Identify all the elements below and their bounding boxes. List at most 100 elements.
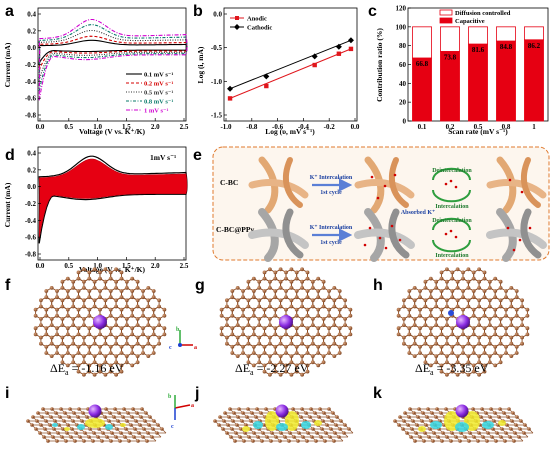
carbon-atom (92, 341, 97, 346)
carbon-atom (525, 313, 530, 318)
carbon-atom (251, 307, 256, 312)
carbon-atom (135, 279, 140, 284)
panel-label-a: a (5, 3, 14, 20)
carbon-atom (268, 298, 272, 303)
carbon-atom (39, 323, 43, 327)
carbon-atom (284, 307, 288, 312)
carbon-atom (130, 363, 135, 368)
carbon-atom (262, 326, 267, 331)
cv-curve-1 (38, 35, 188, 71)
carbon-atom (49, 335, 54, 340)
carbon-atom (246, 360, 251, 365)
carbon-atom (246, 323, 251, 327)
carbon-atom (498, 360, 503, 365)
carbon-atom (305, 369, 310, 374)
carbon-atom (477, 354, 481, 358)
carbon-atom (273, 351, 278, 355)
y-tick-label: -0.6 (25, 234, 37, 242)
carbon-atom (482, 270, 487, 275)
carbon-atom (60, 304, 65, 309)
panel-label-h: h (373, 277, 383, 294)
cycle-label-1: 1st cycle (320, 190, 342, 196)
legend-swatch (439, 17, 453, 24)
carbon-atom (49, 304, 54, 309)
carbon-atom (135, 354, 140, 358)
y-axis-label-b: Log (i, mA) (196, 46, 205, 83)
carbon-atom (305, 270, 310, 275)
carbon-atom (498, 335, 503, 340)
carbon-atom (504, 344, 508, 349)
y-tick-label: 0.0 (27, 44, 36, 52)
carbon-atom (477, 372, 481, 377)
carbon-atom (108, 369, 113, 374)
carbon-atom (114, 360, 118, 365)
carbon-atom (343, 298, 347, 303)
carbon-atom (348, 307, 353, 312)
carbon-atom (278, 304, 283, 309)
carbon-atom (482, 369, 487, 374)
carbon-atom (434, 286, 439, 290)
fiber-bundle-ppy-2 (354, 208, 415, 262)
axis-triad-i: a b c (168, 394, 194, 430)
carbon-atom (412, 341, 417, 346)
carbon-atom (434, 298, 439, 303)
carbon-atom (514, 307, 519, 312)
carbon-atom (461, 307, 465, 312)
carbon-atom (39, 317, 43, 321)
carbon-atom (289, 279, 294, 284)
carbon-atom (278, 341, 283, 346)
carbon-atom (466, 372, 471, 377)
energy-label-g: ΔEa = -2.27 eV (235, 361, 309, 377)
carbon-atom (493, 363, 498, 368)
carbon-atom (289, 298, 294, 303)
legend-b: Anodic Cathodic (230, 16, 272, 32)
carbon-atom (98, 363, 102, 368)
carbon-atom (60, 323, 65, 327)
carbon-atom (92, 354, 97, 358)
carbon-atom (76, 313, 81, 318)
carbon-atom (76, 369, 81, 374)
carbon-atom (130, 295, 135, 300)
absorbed-k-label: Absorbed K⁺ (401, 210, 435, 216)
carbon-atom (445, 372, 449, 377)
carbon-atom (262, 307, 267, 312)
carbon-atom (284, 289, 288, 293)
carbon-atom (251, 276, 256, 281)
bond (151, 436, 157, 442)
carbon-atom (162, 332, 167, 337)
carbon-atom (418, 307, 422, 312)
carbon-atom (471, 344, 476, 349)
carbon-atom (251, 326, 256, 331)
carbon-atom (487, 335, 492, 340)
carbon-atom (321, 298, 326, 303)
carbon-atom (407, 344, 412, 349)
carbon-atom (498, 286, 503, 290)
carbon-atom (49, 317, 54, 321)
carbon-atom (124, 335, 129, 340)
carbon-atom (262, 344, 267, 349)
carbon-atom (466, 354, 471, 358)
carbon-atom (124, 286, 129, 290)
carbon-atom (251, 351, 256, 355)
carbon-atom (257, 360, 262, 365)
carbon-atom (332, 354, 337, 358)
carbon-atom (65, 289, 70, 293)
cathodic-point (347, 37, 354, 44)
charge-lobe (77, 424, 85, 430)
carbon-atom (251, 313, 256, 318)
carbon-atom (135, 341, 140, 346)
carbon-atom (246, 317, 251, 321)
carbon-atom (82, 286, 86, 290)
carbon-atom (471, 276, 476, 281)
diffusion-bar (412, 26, 432, 59)
carbon-atom (434, 354, 439, 358)
carbon-atom (321, 286, 326, 290)
carbon-atom (466, 298, 471, 303)
carbon-atom (82, 323, 86, 327)
carbon-atom (305, 276, 310, 281)
bond (156, 432, 162, 438)
charge-lobe (85, 418, 105, 428)
carbon-atom (396, 326, 401, 331)
carbon-atom (316, 289, 321, 293)
carbon-atom (268, 372, 272, 377)
